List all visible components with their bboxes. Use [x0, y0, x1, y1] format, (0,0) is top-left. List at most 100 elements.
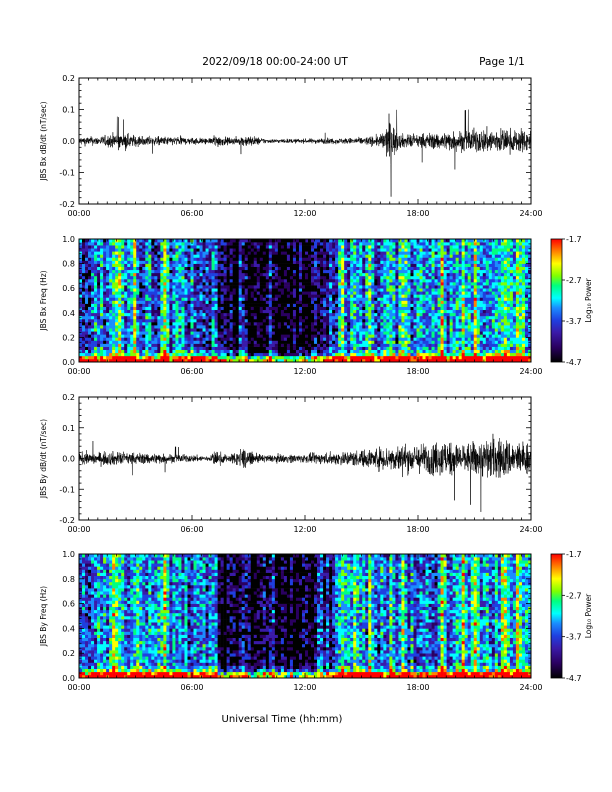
spectrogram-cell — [154, 282, 158, 286]
spectrogram-cell — [419, 288, 423, 292]
spectrogram-cell — [88, 315, 92, 320]
spectrogram-cell — [401, 315, 405, 320]
spectrogram-cell — [232, 266, 236, 271]
spectrogram-cell — [295, 315, 300, 320]
spectrogram-cell — [404, 297, 408, 301]
spectrogram-cell — [109, 300, 113, 304]
spectrogram-cell — [368, 251, 372, 255]
spectrogram-cell — [142, 315, 146, 320]
spectrogram-cell — [392, 285, 396, 289]
spectrogram-cell — [440, 322, 444, 326]
spectrogram-cell — [262, 245, 267, 249]
spectrogram-cell — [103, 266, 107, 271]
spectrogram-cell — [422, 294, 426, 298]
spectrogram-cell — [365, 291, 369, 295]
spectrogram-cell — [79, 318, 83, 323]
spectrogram-cell — [235, 239, 239, 243]
spectrogram-cell — [268, 248, 273, 252]
spectrogram-cell — [88, 358, 92, 363]
spectrogram-cell — [79, 358, 83, 363]
spectrogram-cell — [199, 312, 203, 317]
spectrogram-cell — [359, 254, 363, 258]
spectrogram-cell — [139, 300, 143, 304]
spectrogram-cell — [395, 282, 399, 286]
spectrogram-cell — [208, 343, 212, 347]
spectrogram-cell — [338, 291, 342, 295]
spectrogram-cell — [130, 248, 134, 252]
spectrogram-cell — [404, 294, 408, 298]
spectrogram-cell — [82, 300, 86, 304]
spectrogram-cell — [308, 343, 312, 347]
spectrogram-cell — [202, 282, 206, 286]
spectrogram-cell — [407, 340, 411, 344]
spectrogram-cell — [380, 242, 384, 246]
spectrogram-cell — [187, 322, 191, 326]
spectrogram-cell — [103, 291, 107, 295]
spectrogram-cell — [431, 297, 435, 301]
spectrogram-cell — [350, 337, 354, 341]
spectrogram-cell — [395, 303, 399, 307]
spectrogram-cell — [136, 288, 140, 292]
spectrogram-cell — [308, 285, 312, 289]
spectrogram-cell — [431, 300, 435, 304]
spectrogram-cell — [208, 355, 212, 360]
spectrogram-cell — [323, 312, 327, 317]
spectrogram-cell — [253, 257, 258, 261]
spectrogram-cell — [332, 334, 336, 338]
spectrogram-cell — [217, 242, 221, 246]
spectrogram-cell — [380, 291, 384, 295]
spectrogram-cell — [79, 322, 83, 326]
spectrogram-cell — [428, 355, 432, 360]
spectrogram-cell — [265, 318, 270, 323]
spectrogram-cell — [169, 337, 173, 341]
spectrogram-cell — [286, 346, 291, 351]
spectrogram-cell — [371, 315, 375, 320]
spectrogram-cell — [335, 340, 339, 344]
spectrogram-cell — [365, 318, 369, 323]
spectrogram-cell — [235, 263, 239, 267]
spectrogram-cell — [398, 340, 402, 344]
spectrogram-cell — [329, 322, 333, 326]
spectrogram-cell — [437, 245, 441, 249]
spectrogram-cell — [413, 297, 417, 301]
spectrogram-cell — [142, 297, 146, 301]
spectrogram-cell — [353, 328, 357, 332]
spectrogram-cell — [181, 340, 185, 344]
spectrogram-cell — [88, 334, 92, 338]
spectrogram-cell — [329, 315, 333, 320]
spectrogram-cell — [160, 315, 164, 320]
spectrogram-cell — [362, 309, 366, 314]
spectrogram-cell — [425, 312, 429, 317]
spectrogram-cell — [371, 337, 375, 341]
spectrogram-cell — [205, 312, 209, 317]
spectrogram-cell — [238, 288, 243, 292]
spectrogram-cell — [311, 254, 315, 258]
spectrogram-cell — [353, 318, 357, 323]
spectrogram-cell — [341, 257, 345, 261]
spectrogram-cell — [100, 248, 104, 252]
spectrogram-cell — [184, 272, 188, 277]
spectrogram-cell — [320, 272, 324, 277]
spectrogram-cell — [413, 254, 417, 258]
spectrogram-cell — [211, 251, 215, 255]
spectrogram-cell — [154, 355, 158, 360]
spectrogram-cell — [413, 272, 417, 277]
spectrogram-cell — [341, 294, 345, 298]
spectrogram-cell — [326, 254, 330, 258]
spectrogram-cell — [341, 297, 345, 301]
spectrogram-cell — [244, 275, 249, 280]
spectrogram-cell — [151, 242, 155, 246]
spectrogram-cell — [395, 288, 399, 292]
spectrogram-cell — [377, 325, 381, 329]
spectrogram-cell — [341, 288, 345, 292]
spectrogram-cell — [211, 248, 215, 252]
spectrogram-cell — [338, 343, 342, 347]
spectrogram-cell — [368, 358, 372, 363]
spectrogram-cell — [103, 315, 107, 320]
spectrogram-cell — [380, 254, 384, 258]
spectrogram-cell — [112, 257, 116, 261]
spectrogram-cell — [289, 322, 294, 326]
spectrogram-cell — [244, 257, 249, 261]
spectrogram-cell — [142, 251, 146, 255]
spectrogram-cell — [151, 337, 155, 341]
